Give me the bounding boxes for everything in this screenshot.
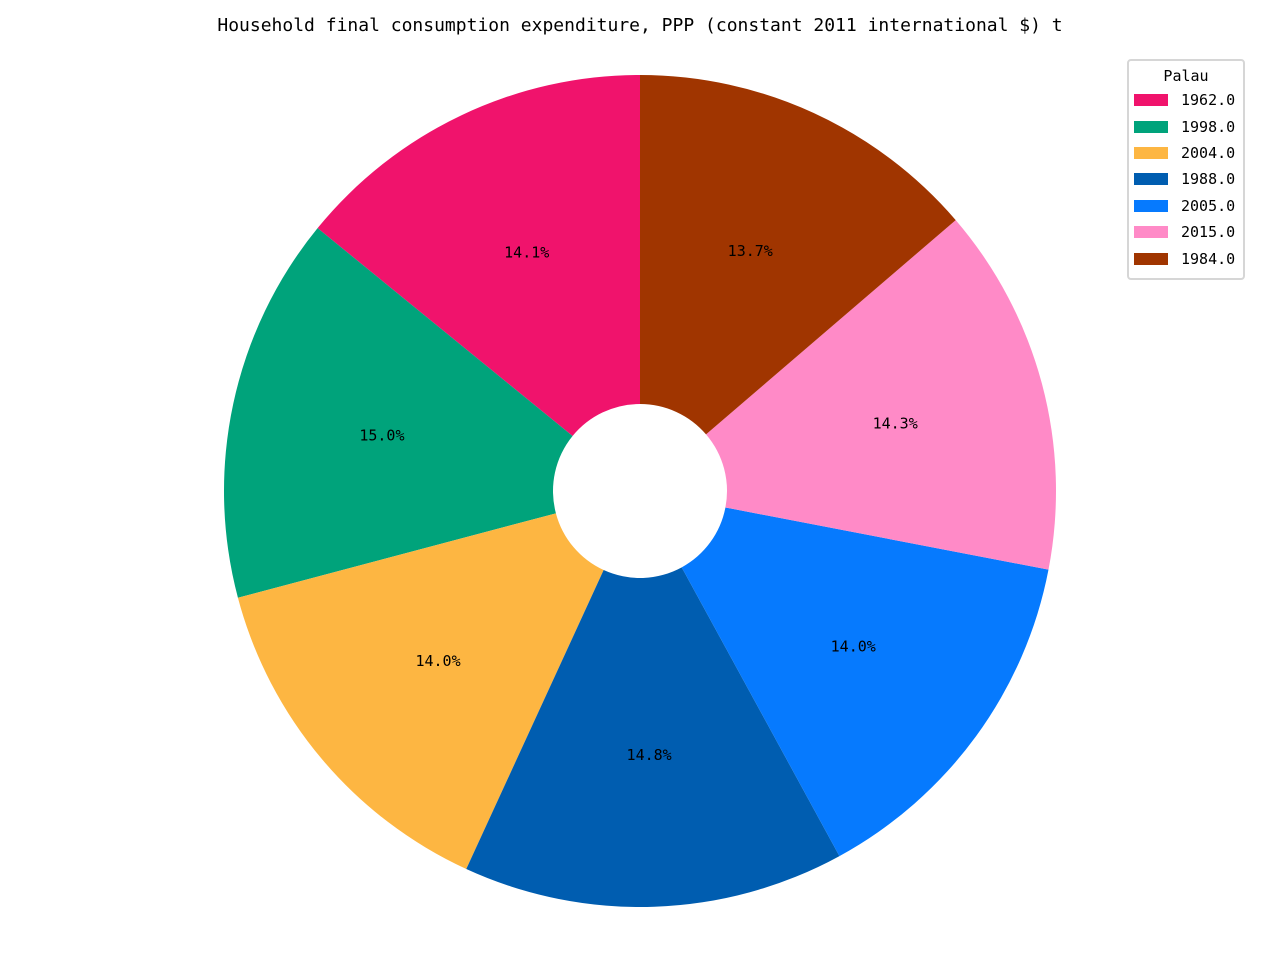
slice-percent-label: 15.0%	[359, 426, 404, 444]
legend-label: 2004.0	[1181, 143, 1236, 162]
legend-label: 2015.0	[1181, 223, 1236, 242]
legend-items: 1962.0 1998.0 2004.0 1988.0 2005.0 2015.0 1984…	[1129, 87, 1243, 272]
legend-swatch	[1134, 173, 1168, 186]
slice-percent-label: 13.7%	[728, 242, 773, 260]
legend-swatch	[1134, 252, 1168, 265]
legend-item: 1998.0	[1129, 113, 1243, 139]
legend-label: 1984.0	[1181, 249, 1236, 268]
legend-swatch	[1134, 226, 1168, 239]
pie-slice-2005.0	[681, 507, 1049, 857]
legend-label: 2005.0	[1181, 196, 1236, 215]
pie-slice-1984.0	[640, 75, 956, 435]
slice-percent-label: 14.0%	[415, 652, 460, 670]
legend-label: 1962.0	[1181, 91, 1236, 110]
chart-title: Household final consumption expenditure,…	[217, 15, 1063, 36]
pie-slice-2004.0	[237, 513, 604, 869]
legend-title: Palau	[1163, 67, 1209, 85]
legend-item: 2015.0	[1129, 219, 1243, 245]
legend-label: 1988.0	[1181, 170, 1236, 189]
pie-percent-labels: 14.1% 15.0% 14.0% 14.8% 14.0% 14.3% 13.7%	[359, 242, 917, 764]
pie-slice-1998.0	[223, 228, 573, 598]
legend-swatch	[1134, 146, 1168, 159]
legend-label: 1998.0	[1181, 117, 1236, 136]
legend-item: 2004.0	[1129, 140, 1243, 166]
slice-percent-label: 14.1%	[504, 244, 549, 262]
legend-item: 1962.0	[1129, 87, 1243, 113]
pie-slice-2015.0	[706, 220, 1056, 570]
legend-item: 1984.0	[1129, 245, 1243, 271]
pie-slice-1988.0	[466, 567, 840, 908]
legend-swatch	[1134, 94, 1168, 107]
slice-percent-label: 14.3%	[873, 414, 918, 432]
legend-swatch	[1134, 199, 1168, 212]
pie-slice-1962.0	[317, 75, 640, 437]
legend: Palau 1962.0 1998.0 2004.0 1988.0 2005.0 2015…	[1127, 59, 1245, 280]
legend-swatch	[1134, 120, 1168, 133]
slice-percent-label: 14.0%	[831, 638, 876, 656]
legend-item: 2005.0	[1129, 193, 1243, 219]
pie-slices	[223, 75, 1056, 908]
slice-percent-label: 14.8%	[627, 746, 672, 764]
legend-item: 1988.0	[1129, 166, 1243, 192]
